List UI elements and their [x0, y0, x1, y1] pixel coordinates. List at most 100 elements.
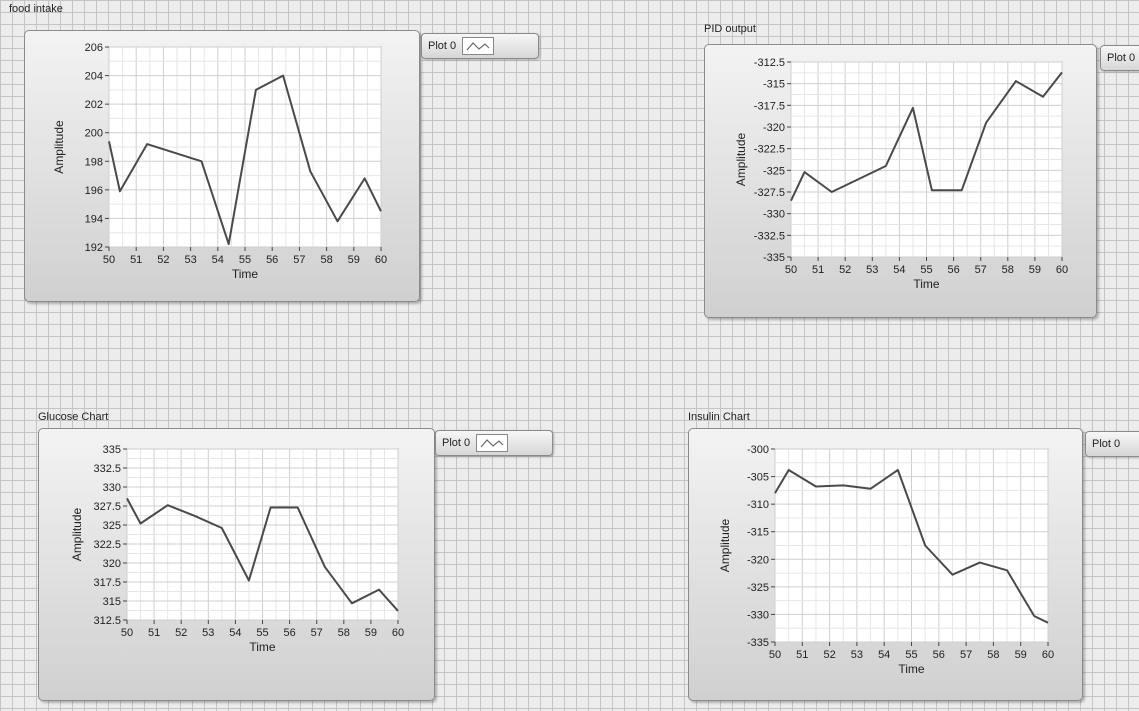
y-tick-label: 192 — [85, 242, 103, 254]
y-tick-label: -315 — [763, 79, 785, 91]
y-tick-label: 330 — [103, 482, 121, 494]
y-tick-label: 196 — [85, 185, 103, 197]
x-tick-label: 58 — [1002, 264, 1014, 276]
legend-glucose[interactable]: Plot 0 — [435, 430, 553, 456]
y-tick-label: -330 — [763, 209, 785, 221]
y-tick-label: -305 — [747, 472, 769, 484]
y-tick-label: -320 — [763, 122, 785, 134]
x-tick-label: 55 — [256, 627, 268, 639]
legend-label: Plot 0 — [428, 40, 457, 52]
y-tick-label: 332.5 — [93, 463, 121, 475]
legend-insulin[interactable]: Plot 0 — [1085, 431, 1139, 457]
x-tick-label: 58 — [987, 649, 999, 661]
x-axis-title: Time — [232, 267, 259, 281]
legend-pid-output[interactable]: Plot 0 — [1100, 45, 1139, 71]
y-tick-label: 312.5 — [93, 615, 121, 627]
x-axis-title: Time — [898, 662, 925, 676]
series-line — [108, 74, 382, 246]
legend-label: Plot 0 — [1092, 438, 1121, 450]
y-tick-label: 325 — [103, 520, 121, 532]
x-tick-label: 58 — [320, 254, 332, 266]
y-tick-label: 315 — [103, 596, 121, 608]
x-tick-label: 52 — [175, 627, 187, 639]
y-tick-label: -312.5 — [754, 57, 785, 69]
x-tick-label: 53 — [866, 264, 878, 276]
x-tick-label: 60 — [1056, 264, 1068, 276]
x-tick-label: 60 — [1042, 649, 1054, 661]
x-tick-label: 59 — [1015, 649, 1027, 661]
x-tick-label: 54 — [212, 254, 224, 266]
series-line — [126, 497, 399, 612]
y-axis-title: Amplitude — [734, 133, 748, 187]
x-tick-label: 50 — [769, 649, 781, 661]
y-tick-label: 327.5 — [93, 501, 121, 513]
y-tick-label: -325 — [763, 165, 785, 177]
x-tick-label: 54 — [893, 264, 905, 276]
legend-label: Plot 0 — [442, 437, 471, 449]
x-tick-label: 55 — [905, 649, 917, 661]
line-plot-icon[interactable] — [462, 37, 495, 55]
x-tick-label: 53 — [851, 649, 863, 661]
x-tick-label: 55 — [239, 254, 251, 266]
x-tick-label: 56 — [947, 264, 959, 276]
line-plot-icon[interactable] — [476, 434, 509, 452]
x-tick-label: 54 — [229, 627, 241, 639]
chart-label-glucose: Glucose Chart — [38, 411, 109, 423]
x-tick-label: 51 — [148, 627, 160, 639]
chart-label-pid-output: PID output — [704, 23, 756, 35]
x-tick-label: 57 — [293, 254, 305, 266]
y-tick-label: -310 — [747, 499, 769, 511]
series-line — [774, 469, 1049, 624]
x-tick-label: 59 — [365, 627, 377, 639]
x-tick-label: 51 — [796, 649, 808, 661]
x-tick-label: 51 — [130, 254, 142, 266]
chart-insulin: 50 51 52 53 54 55 56 57 58 59 60 -300 -305 -310 -315 -3… — [688, 428, 1083, 701]
x-tick-label: 50 — [103, 254, 115, 266]
x-tick-label: 52 — [157, 254, 169, 266]
y-tick-label: 202 — [85, 99, 103, 111]
x-tick-label: 59 — [1029, 264, 1041, 276]
legend-food-intake[interactable]: Plot 0 — [421, 33, 539, 59]
chart-food-intake: 50 51 52 53 54 55 56 57 58 59 60 192 194 196 198 200 202… — [24, 30, 420, 302]
y-tick-label: -325 — [747, 582, 769, 594]
chart-glucose: 50 51 52 53 54 55 56 57 58 59 60 335 332.5 330 327.5 32… — [38, 428, 435, 701]
x-tick-label: 50 — [785, 264, 797, 276]
x-axis-title: Time — [913, 277, 940, 291]
y-tick-label: 194 — [85, 213, 103, 225]
y-axis-title: Amplitude — [70, 508, 84, 562]
chart-pid-output: 50 51 52 53 54 55 56 57 58 59 60 -312.5 -315 -317.5 -3… — [704, 44, 1097, 318]
x-tick-label: 59 — [348, 254, 360, 266]
x-tick-label: 50 — [121, 627, 133, 639]
x-tick-label: 57 — [960, 649, 972, 661]
chart-label-insulin: Insulin Chart — [688, 411, 750, 423]
y-axis-title: Amplitude — [52, 120, 66, 174]
y-tick-label: -322.5 — [754, 144, 785, 156]
y-tick-label: -332.5 — [754, 230, 785, 242]
x-tick-label: 52 — [839, 264, 851, 276]
x-tick-label: 60 — [392, 627, 404, 639]
x-tick-label: 53 — [184, 254, 196, 266]
y-tick-label: 206 — [85, 42, 103, 54]
y-tick-label: -327.5 — [754, 187, 785, 199]
y-tick-label: -335 — [763, 252, 785, 264]
x-tick-label: 56 — [266, 254, 278, 266]
series-line — [790, 71, 1063, 202]
y-tick-label: 204 — [85, 71, 103, 83]
x-tick-label: 58 — [338, 627, 350, 639]
x-tick-label: 56 — [933, 649, 945, 661]
y-tick-label: -335 — [747, 637, 769, 649]
x-tick-label: 60 — [375, 254, 387, 266]
y-tick-label: -320 — [747, 554, 769, 566]
y-tick-label: 200 — [85, 128, 103, 140]
y-tick-label: 317.5 — [93, 577, 121, 589]
chart-label-food-intake: food intake — [9, 3, 63, 15]
y-tick-label: 335 — [103, 444, 121, 456]
x-tick-label: 52 — [823, 649, 835, 661]
y-tick-label: -315 — [747, 527, 769, 539]
x-tick-label: 56 — [283, 627, 295, 639]
x-tick-label: 55 — [920, 264, 932, 276]
y-axis-title: Amplitude — [718, 519, 732, 573]
y-tick-label: -317.5 — [754, 100, 785, 112]
legend-label: Plot 0 — [1107, 52, 1136, 64]
x-tick-label: 57 — [311, 627, 323, 639]
